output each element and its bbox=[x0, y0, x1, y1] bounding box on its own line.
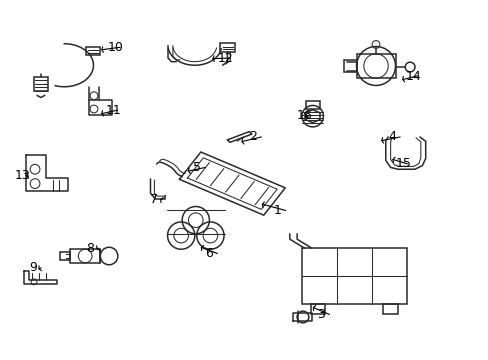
Bar bbox=[310, 304, 325, 315]
Text: 3: 3 bbox=[317, 308, 325, 321]
Text: 10: 10 bbox=[108, 41, 124, 54]
Text: 8: 8 bbox=[86, 242, 94, 255]
Bar bbox=[305, 101, 320, 109]
Bar bbox=[86, 47, 100, 55]
Text: 5: 5 bbox=[193, 161, 201, 174]
Text: 11: 11 bbox=[105, 104, 121, 117]
Text: 15: 15 bbox=[395, 157, 410, 170]
Bar bbox=[220, 43, 234, 51]
Text: 2: 2 bbox=[249, 130, 257, 144]
Bar bbox=[356, 54, 395, 78]
Bar bbox=[60, 252, 70, 260]
Bar bbox=[344, 60, 356, 72]
Bar bbox=[383, 304, 397, 315]
Text: 6: 6 bbox=[205, 247, 213, 260]
Text: 4: 4 bbox=[387, 130, 395, 144]
Bar bbox=[70, 249, 100, 263]
Text: 16: 16 bbox=[297, 109, 312, 122]
Bar bbox=[302, 248, 406, 304]
Text: 9: 9 bbox=[29, 261, 37, 274]
Bar bbox=[34, 77, 48, 91]
Text: 14: 14 bbox=[405, 69, 420, 82]
Text: 7: 7 bbox=[149, 193, 157, 206]
Text: 13: 13 bbox=[15, 169, 30, 182]
Text: 12: 12 bbox=[217, 51, 233, 64]
Text: 1: 1 bbox=[273, 204, 281, 217]
